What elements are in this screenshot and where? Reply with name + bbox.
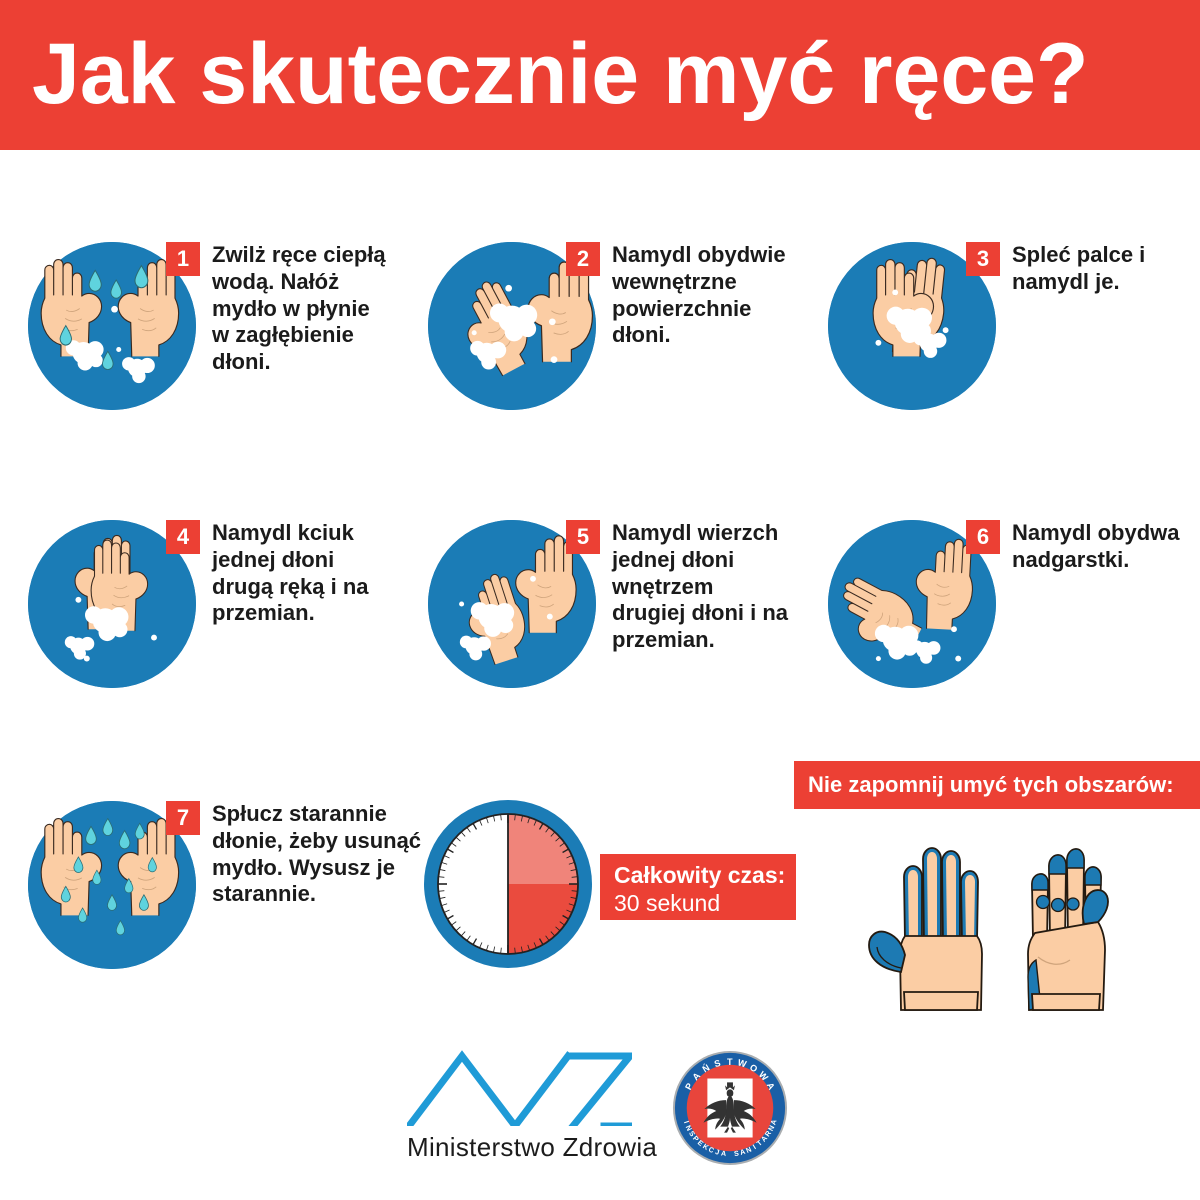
svg-text:A: A [720,1149,726,1158]
svg-text:T: T [727,1057,733,1067]
